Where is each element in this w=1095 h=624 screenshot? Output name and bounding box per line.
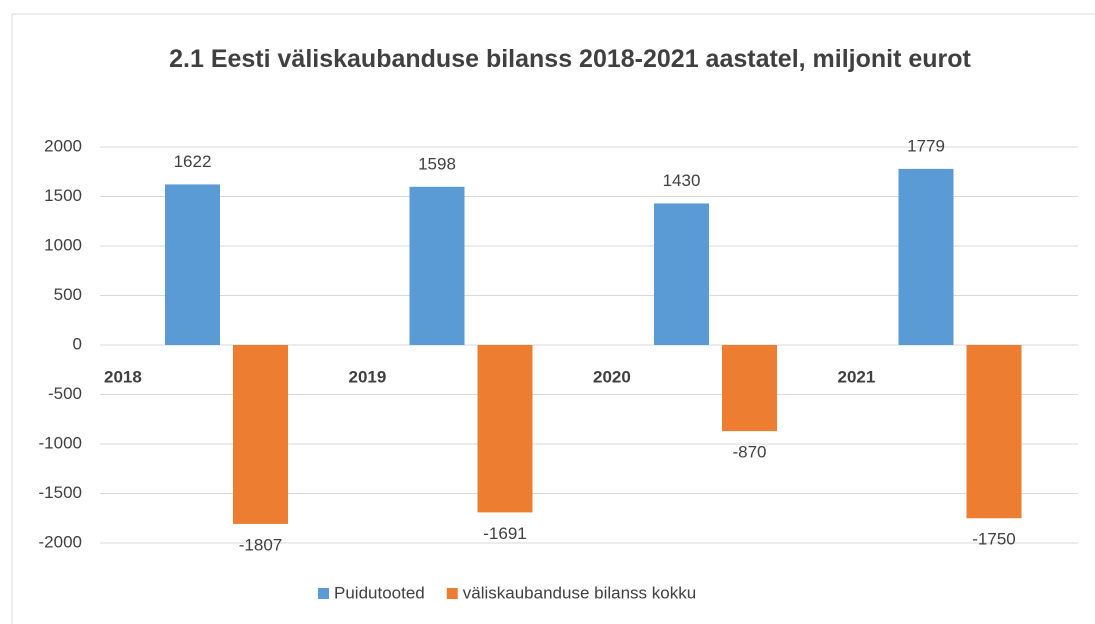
value-label: 1779 <box>907 136 945 155</box>
chart-title: 2.1 Eesti väliskaubanduse bilanss 2018-2… <box>169 45 971 73</box>
bar <box>477 345 533 513</box>
x-tick-label: 2018 <box>104 367 142 386</box>
y-tick-label: 0 <box>73 334 82 353</box>
legend-swatch <box>318 588 329 599</box>
bar <box>409 186 465 345</box>
value-label: 1598 <box>418 154 456 173</box>
legend-swatch <box>446 588 458 599</box>
y-tick-label: -500 <box>48 384 82 403</box>
x-tick-label: 2021 <box>838 367 876 386</box>
legend-label: väliskaubanduse bilanss kokku <box>463 583 696 602</box>
value-label: 1622 <box>174 152 212 171</box>
bar <box>233 345 288 524</box>
value-label: -1750 <box>972 530 1015 549</box>
x-tick-label: 2020 <box>593 367 631 386</box>
bar <box>654 203 709 345</box>
y-tick-label: 2000 <box>44 136 82 155</box>
legend-label: Puidutooted <box>334 583 425 602</box>
value-label: -870 <box>732 443 766 462</box>
y-tick-label: -2000 <box>39 532 82 551</box>
y-tick-label: 500 <box>54 285 82 304</box>
x-tick-label: 2019 <box>349 367 387 386</box>
value-label: -1691 <box>483 524 526 543</box>
y-tick-label: 1000 <box>44 235 82 254</box>
bar <box>966 345 1022 519</box>
bar <box>165 184 220 345</box>
y-tick-label: -1000 <box>39 433 82 452</box>
value-label: -1807 <box>239 535 282 554</box>
y-tick-label: 1500 <box>44 186 82 205</box>
bar <box>898 168 954 345</box>
y-tick-label: -1500 <box>39 483 82 502</box>
bar <box>722 345 777 432</box>
value-label: 1430 <box>663 171 701 190</box>
